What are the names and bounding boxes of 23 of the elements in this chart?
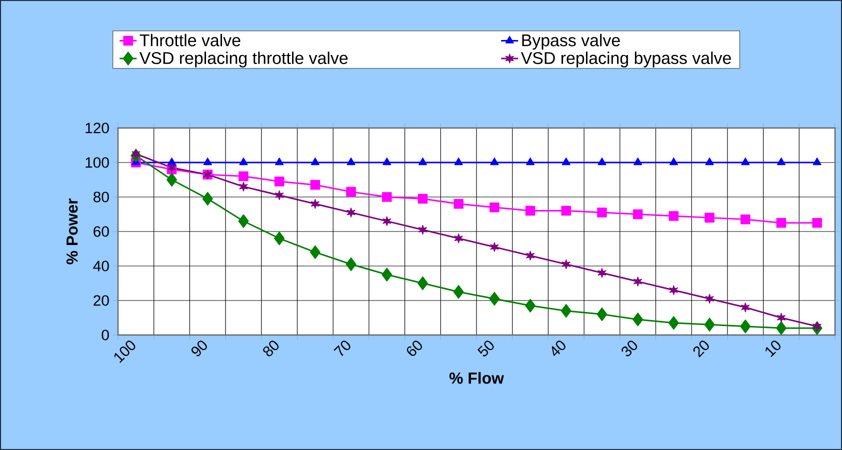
y-tick-label: 120 <box>86 122 109 134</box>
y-tick-label: 20 <box>94 295 109 306</box>
x-tick-label: 30 <box>622 340 638 356</box>
x-tick-label: 100 <box>114 340 136 363</box>
legend-label: VSD replacing bypass valve <box>520 52 731 68</box>
y-tick-label: 100 <box>86 157 109 168</box>
legend-label: VSD replacing throttle valve <box>139 52 348 68</box>
x-tick-label: 50 <box>477 340 494 356</box>
y-tick-label: 40 <box>93 260 109 272</box>
x-tick-label: 10 <box>766 340 781 358</box>
legend-label: Bypass valve <box>522 34 620 50</box>
x-axis-title: % Flow <box>449 372 504 384</box>
y-tick-label: 80 <box>94 192 109 202</box>
y-tick-label: 0 <box>102 330 109 340</box>
x-tick-label: 70 <box>334 340 350 356</box>
x-tick-label: 40 <box>552 340 566 356</box>
x-tick-label: 90 <box>191 340 207 356</box>
x-tick-label: 80 <box>263 340 279 356</box>
legend-label: Throttle valve <box>140 34 240 46</box>
x-tick-label: 20 <box>693 340 709 358</box>
x-tick-label: 60 <box>406 340 422 356</box>
y-tick-label: 60 <box>94 226 109 237</box>
y-axis-title: % Power <box>66 198 78 264</box>
